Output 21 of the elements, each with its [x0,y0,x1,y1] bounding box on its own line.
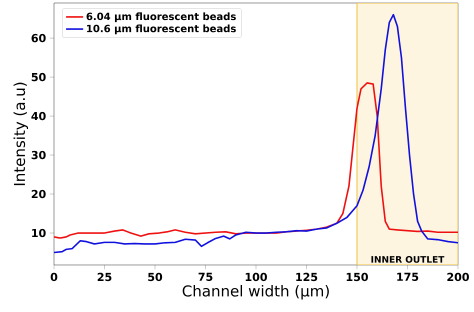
y-axis-title: Intensity (a.u) [14,82,28,186]
legend-label: 10.6 µm fluorescent beads [87,24,236,34]
x-tick-label: 125 [296,272,318,282]
y-tick-label: 20 [32,190,46,198]
x-tick-label: 50 [148,272,162,282]
x-axis-title: Channel width (µm) [182,284,329,300]
legend-label: 6.04 µm fluorescent beads [86,12,236,22]
x-tick-label: 25 [98,272,112,282]
y-tick-label: 40 [31,112,46,120]
x-tick-label: 150 [346,272,368,282]
x-tick-label: 175 [397,272,418,281]
line-series [54,14,458,254]
x-tick-label: 200 [447,272,469,282]
y-tick-label: 30 [32,150,46,160]
y-tick-label: 50 [32,72,46,82]
x-tick-label: 75 [198,272,212,281]
x-tick-label: 100 [246,272,267,282]
band-label: INNER OUTLET [371,256,444,263]
y-tick-label: 60 [32,34,46,42]
x-tick-label: 0 [50,272,58,282]
y-tick-label: 10 [32,228,46,238]
